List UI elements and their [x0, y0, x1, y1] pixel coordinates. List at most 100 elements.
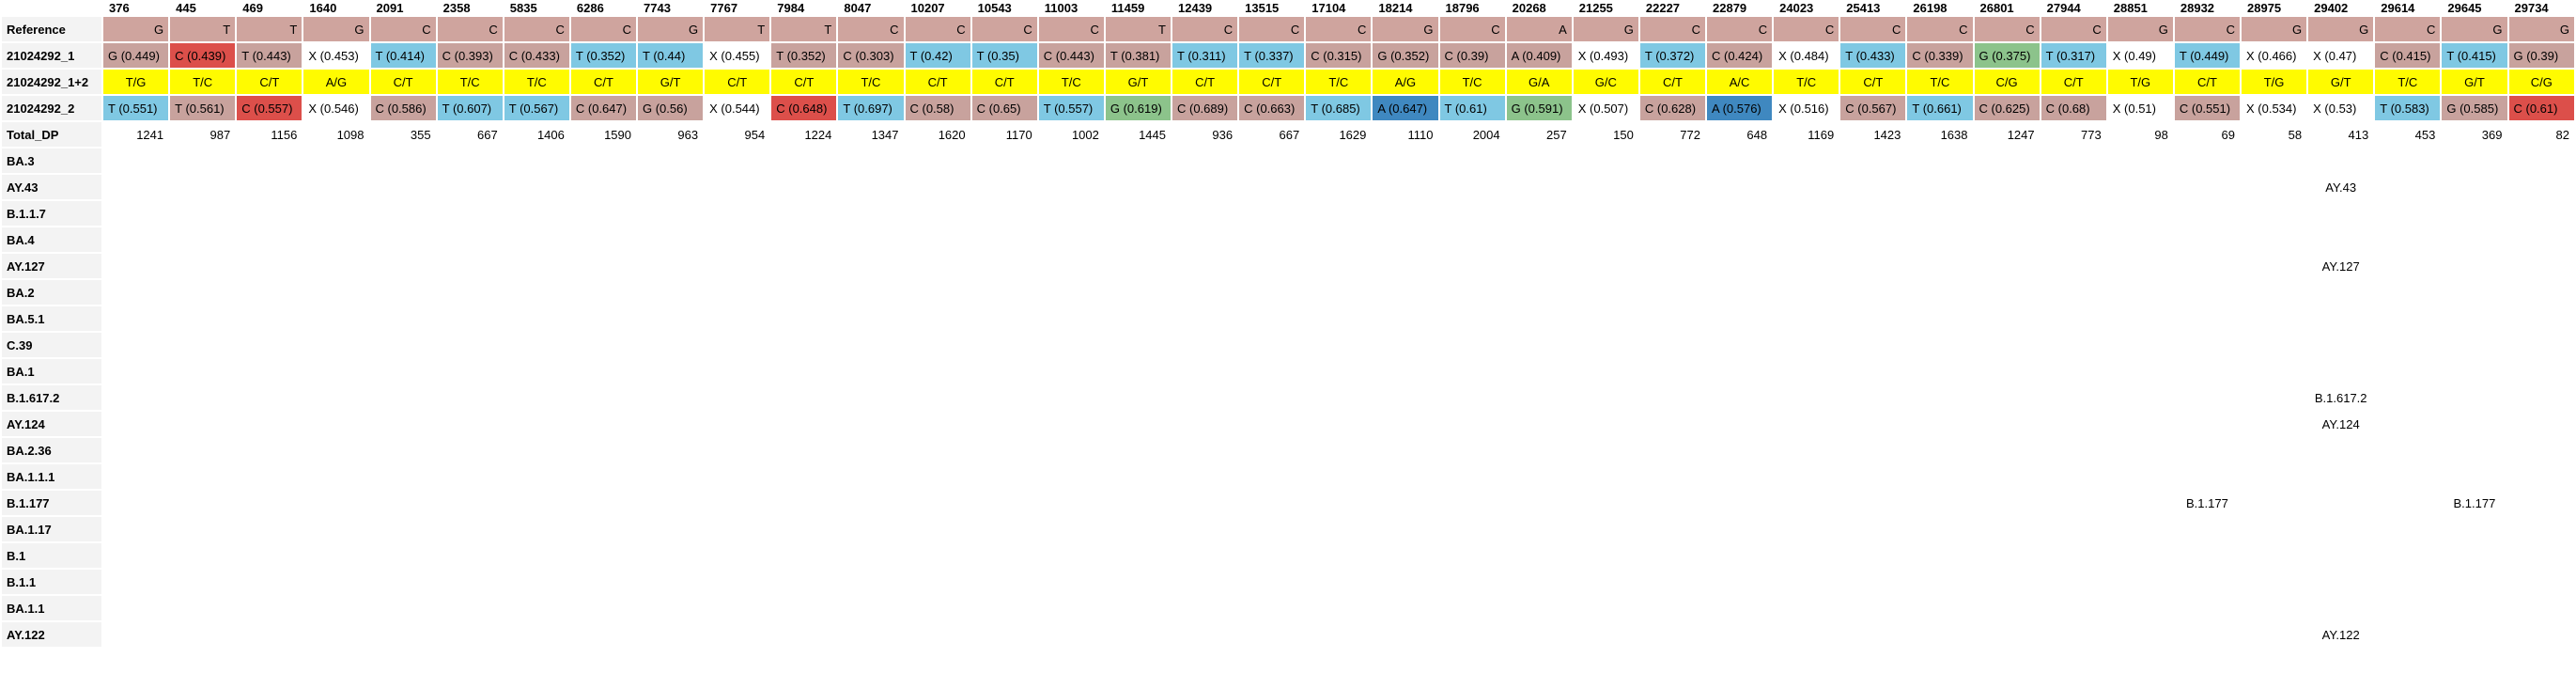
empty-cell	[504, 254, 569, 278]
empty-cell	[638, 359, 703, 384]
empty-cell	[1306, 306, 1371, 331]
empty-cell	[1774, 570, 1839, 594]
alt-allele-row-cell: C/G	[1974, 70, 2040, 94]
empty-cell	[103, 570, 168, 594]
empty-cell	[103, 517, 168, 541]
empty-cell	[170, 543, 235, 568]
empty-cell	[438, 254, 503, 278]
empty-cell	[1440, 385, 1505, 410]
empty-cell	[2509, 438, 2575, 462]
empty-cell	[1440, 596, 1505, 620]
empty-cell	[1707, 491, 1772, 515]
empty-cell	[2108, 464, 2173, 489]
empty-cell	[504, 438, 569, 462]
empty-cell	[2509, 201, 2575, 226]
empty-cell	[1574, 543, 1638, 568]
empty-cell	[1306, 254, 1371, 278]
empty-cell	[1707, 333, 1772, 357]
empty-cell	[1507, 622, 1572, 647]
empty-cell	[237, 622, 302, 647]
empty-cell	[237, 227, 302, 252]
empty-cell	[1172, 438, 1237, 462]
empty-cell	[1440, 254, 1505, 278]
empty-cell	[1707, 149, 1772, 173]
empty-cell	[371, 333, 436, 357]
empty-cell	[2108, 359, 2173, 384]
empty-cell	[1907, 227, 1972, 252]
position-header: 2358	[437, 1, 503, 15]
empty-cell	[2108, 306, 2173, 331]
empty-cell	[504, 227, 569, 252]
empty-cell	[2442, 306, 2506, 331]
empty-cell	[237, 201, 302, 226]
empty-cell	[705, 517, 769, 541]
empty-cell	[771, 359, 836, 384]
empty-cell	[1106, 280, 1171, 305]
empty-cell	[1239, 543, 1304, 568]
total-dp-row-cell: 1241	[103, 122, 169, 147]
empty-cell	[1306, 149, 1371, 173]
empty-cell	[771, 227, 836, 252]
lineage-row: B.1.1.7	[2, 201, 2574, 226]
sample1-row-cell: T (0.352)	[771, 43, 837, 68]
empty-cell	[1239, 149, 1304, 173]
empty-cell	[1172, 570, 1237, 594]
empty-cell	[771, 254, 836, 278]
alt-allele-row-cell: T/C	[1306, 70, 1372, 94]
empty-cell	[1507, 570, 1572, 594]
empty-cell	[303, 359, 368, 384]
empty-cell	[972, 359, 1037, 384]
empty-cell	[2509, 333, 2575, 357]
corner-cell	[2, 1, 101, 15]
empty-cell	[237, 412, 302, 436]
empty-cell	[504, 491, 569, 515]
empty-cell	[2041, 517, 2106, 541]
empty-cell	[906, 517, 970, 541]
empty-cell	[1975, 306, 2040, 331]
reference-row-cell: G	[1373, 17, 1438, 41]
empty-cell	[1039, 254, 1104, 278]
empty-cell	[838, 464, 903, 489]
lineage-row: BA.5.1	[2, 306, 2574, 331]
reference-row-cell: C	[971, 17, 1037, 41]
empty-cell	[1707, 464, 1772, 489]
empty-cell	[705, 333, 769, 357]
position-header: 29645	[2442, 1, 2507, 15]
empty-cell	[103, 149, 168, 173]
empty-cell	[438, 517, 503, 541]
empty-cell	[1373, 359, 1437, 384]
position-header: 1640	[303, 1, 369, 15]
empty-cell	[705, 570, 769, 594]
empty-cell	[1640, 622, 1705, 647]
empty-cell	[303, 596, 368, 620]
empty-cell	[1907, 385, 1972, 410]
sample2-row-cell: X (0.544)	[705, 96, 770, 120]
empty-cell	[2308, 491, 2373, 515]
empty-cell	[1440, 622, 1505, 647]
empty-cell	[638, 385, 703, 410]
lineage-label: BA.2	[2, 280, 101, 305]
position-header: 469	[237, 1, 303, 15]
sample1-row-cell: C (0.415)	[2375, 43, 2441, 68]
empty-cell	[438, 359, 503, 384]
lineage-label: B.1.1	[2, 570, 101, 594]
empty-cell	[2242, 464, 2306, 489]
empty-cell	[303, 464, 368, 489]
empty-cell	[170, 201, 235, 226]
empty-cell	[1039, 385, 1104, 410]
total-dp-row-cell: 772	[1639, 122, 1705, 147]
empty-cell	[438, 280, 503, 305]
lineage-label: BA.4	[2, 227, 101, 252]
empty-cell	[438, 227, 503, 252]
reference-row-cell: T	[1105, 17, 1171, 41]
position-header: 7767	[705, 1, 770, 15]
position-header: 8047	[838, 1, 904, 15]
total-dp-row-cell: 1247	[1974, 122, 2040, 147]
empty-cell	[705, 622, 769, 647]
position-header: 376	[103, 1, 169, 15]
empty-cell	[1106, 306, 1171, 331]
alt-allele-row-cell: C/T	[1239, 70, 1305, 94]
empty-cell	[1172, 543, 1237, 568]
total-dp-row-cell: 1098	[303, 122, 369, 147]
total-dp-row-cell: 1170	[971, 122, 1037, 147]
